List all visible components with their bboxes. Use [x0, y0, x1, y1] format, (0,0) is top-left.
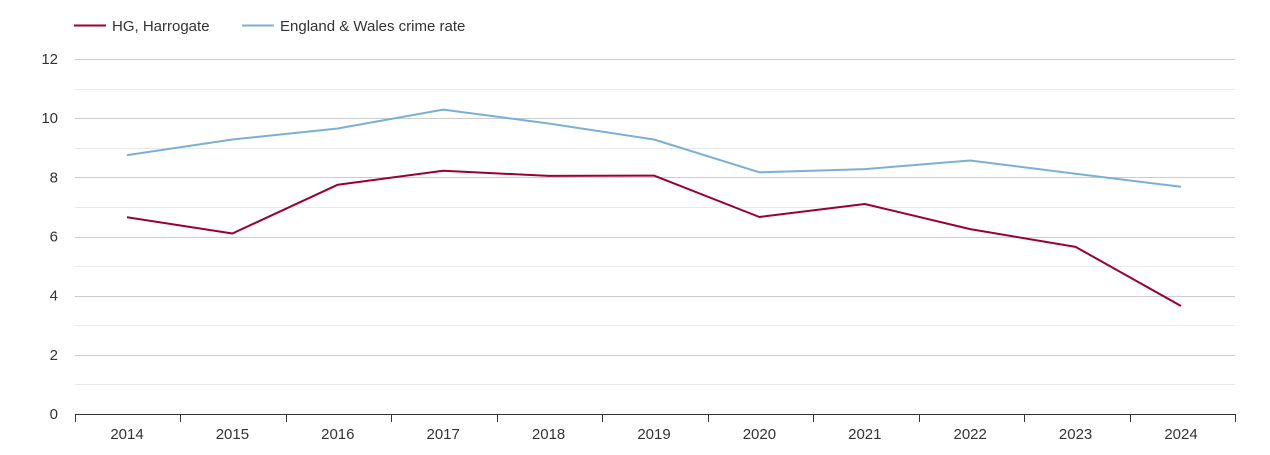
- legend: HG, Harrogate England & Wales crime rate: [74, 18, 465, 35]
- series-line-2: [126, 108, 1182, 188]
- y-tick-label: 8: [50, 169, 58, 186]
- legend-label: HG, Harrogate: [112, 18, 210, 35]
- x-tick-label: 2017: [427, 426, 460, 443]
- x-tick-label: 2014: [110, 426, 143, 443]
- x-tick-label: 2021: [848, 426, 881, 443]
- x-tick-label: 2018: [532, 426, 565, 443]
- axes: 0 2 4 6 8 10 12 2014 2015 2016 2017 2018 2019 2020 202…: [41, 51, 1236, 443]
- y-tick-label: 6: [50, 229, 58, 246]
- x-tick-label: 2016: [321, 426, 354, 443]
- x-tick-label: 2019: [637, 426, 670, 443]
- y-tick-label: 10: [41, 110, 58, 127]
- x-tick-label: 2020: [743, 426, 776, 443]
- y-tick-label: 4: [50, 288, 58, 305]
- series-line-1: [126, 169, 1182, 307]
- x-tick-label: 2023: [1059, 426, 1092, 443]
- x-tick-label: 2024: [1164, 426, 1197, 443]
- x-tick-label: 2015: [216, 426, 249, 443]
- legend-label: England & Wales crime rate: [280, 18, 465, 35]
- y-tick-label: 0: [50, 406, 58, 423]
- x-tick-label: 2022: [954, 426, 987, 443]
- gridlines: [75, 59, 1235, 385]
- y-tick-label: 12: [41, 51, 58, 68]
- y-tick-label: 2: [50, 347, 58, 364]
- series: [126, 108, 1182, 307]
